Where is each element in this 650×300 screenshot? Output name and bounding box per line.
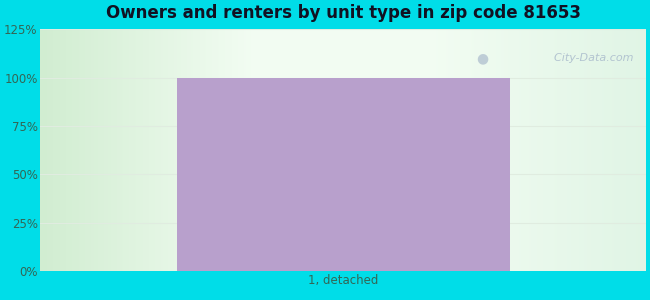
- Text: City-Data.com: City-Data.com: [547, 53, 634, 63]
- Title: Owners and renters by unit type in zip code 81653: Owners and renters by unit type in zip c…: [106, 4, 580, 22]
- Bar: [177, 78, 510, 271]
- Text: ●: ●: [476, 51, 488, 65]
